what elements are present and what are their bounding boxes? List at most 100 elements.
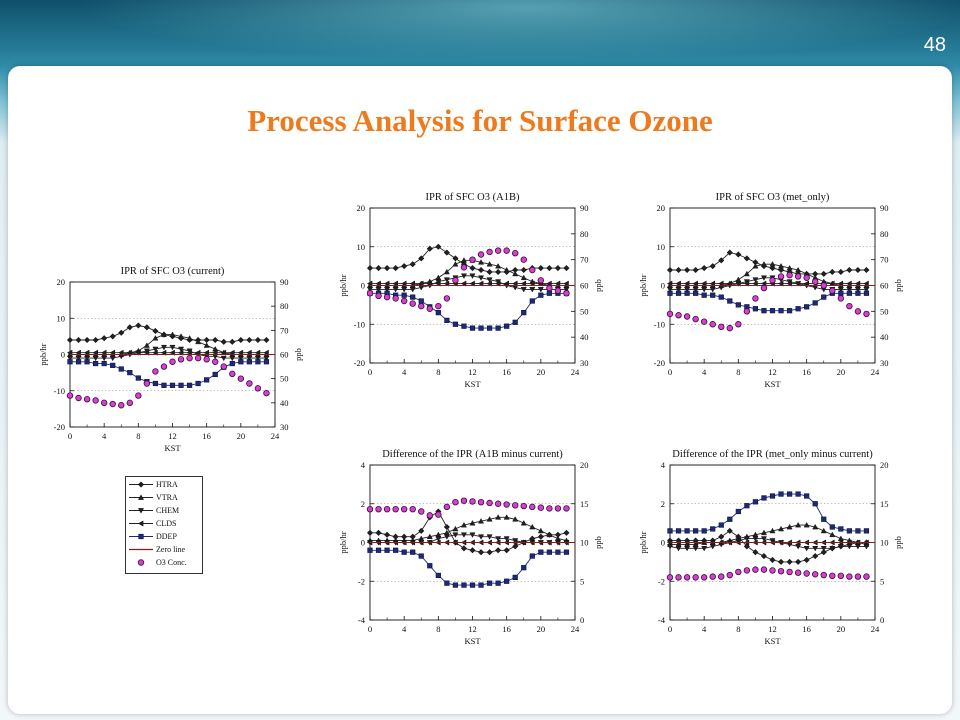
ddep-point <box>246 359 252 365</box>
htra-point <box>837 268 844 275</box>
x-axis-label: KST <box>464 636 481 646</box>
htra-point <box>854 266 861 274</box>
y-left-axis-label: ppb/hr <box>638 531 648 553</box>
vtra-point <box>178 333 185 339</box>
vtra-swatch <box>129 494 153 500</box>
y-left-axis-label: ppb/hr <box>338 531 348 553</box>
ddep-point <box>838 526 844 532</box>
chem-point <box>469 532 476 538</box>
chem-point <box>178 346 185 353</box>
y-left-tick-label: -10 <box>54 386 65 396</box>
htra-point <box>435 243 442 250</box>
ddep-point <box>435 572 441 579</box>
htra-point <box>478 549 485 556</box>
clds-point <box>495 280 501 287</box>
o3-conc-point <box>375 505 382 513</box>
htra-point <box>718 533 725 540</box>
o3-conc-point <box>820 571 827 579</box>
htra-point <box>863 266 870 274</box>
o3-conc-point <box>194 354 202 362</box>
y-right-axis-label: ppb <box>293 348 303 361</box>
htra-point <box>666 266 674 274</box>
chem-point <box>503 536 510 542</box>
o3-conc-point <box>109 400 116 408</box>
htra-point <box>769 265 776 272</box>
o3-conc-point <box>692 574 699 581</box>
clds-point <box>701 280 707 287</box>
y-left-tick-label: 4 <box>361 460 366 470</box>
content-panel <box>8 66 952 714</box>
o3-conc-point <box>683 574 691 581</box>
chem-point <box>563 287 570 293</box>
clds-point <box>803 280 809 287</box>
o3-conc-point <box>254 385 262 392</box>
htra-point <box>546 265 553 272</box>
ddep-point <box>195 380 201 387</box>
ddep-point <box>538 292 544 298</box>
vtra-point <box>469 520 476 526</box>
o3-conc-point <box>735 568 742 576</box>
legend-marker <box>137 559 145 566</box>
o3-conc-point <box>743 308 751 315</box>
ddep-point <box>452 582 459 588</box>
htra-point <box>426 245 433 252</box>
htra-point <box>237 336 244 344</box>
o3-conc-point <box>503 247 510 254</box>
y-left-tick-label: 10 <box>57 313 66 323</box>
chem-swatch <box>129 508 153 514</box>
htra-point <box>126 324 133 331</box>
chart-title: IPR of SFC O3 (A1B) <box>426 192 520 203</box>
chem-point <box>452 532 459 538</box>
vtra-point <box>820 527 827 534</box>
htra-point <box>443 249 450 256</box>
o3-conc-point <box>863 573 870 580</box>
o3-conc-point <box>846 573 853 580</box>
chem-point <box>537 287 544 293</box>
chem-point <box>666 287 674 293</box>
x-tick-label: 20 <box>537 367 546 377</box>
y-right-tick-label: 5 <box>880 576 884 586</box>
chem-point <box>820 545 827 552</box>
y-right-tick-label: 40 <box>880 332 889 342</box>
series-line <box>670 530 867 563</box>
zero-line-swatch <box>129 548 153 551</box>
htra-point <box>384 531 391 538</box>
clds-point <box>863 280 869 287</box>
chem-point <box>675 287 682 293</box>
ddep-point <box>495 580 501 586</box>
vtra-point <box>812 523 819 530</box>
htra-point <box>212 336 219 344</box>
x-tick-label: 12 <box>468 624 477 634</box>
o3-conc-point <box>126 399 133 407</box>
ddep-point <box>512 319 518 325</box>
legend-item-chem: CHEM <box>126 505 202 516</box>
htra-point <box>769 556 776 563</box>
htra-point <box>675 266 682 274</box>
htra-point <box>203 336 210 344</box>
ddep-point <box>546 549 552 555</box>
chem-point <box>263 355 270 362</box>
vtra-point <box>537 527 544 534</box>
y-right-tick-label: 60 <box>880 281 889 291</box>
y-left-axis-label: ppb/hr <box>38 343 48 365</box>
o3-conc-point <box>392 295 399 302</box>
o3-conc-point <box>409 300 416 307</box>
o3-conc-point <box>554 505 562 512</box>
htra-point <box>366 265 374 272</box>
chem-point <box>460 532 467 538</box>
chem-point <box>237 355 244 362</box>
series-line <box>370 259 567 286</box>
htra-point <box>718 257 725 264</box>
series-htra <box>666 249 870 277</box>
chem-point <box>101 355 108 362</box>
htra-point <box>84 336 91 344</box>
x-tick-label: 24 <box>871 367 880 377</box>
o3-conc-point <box>700 318 708 325</box>
y-right-tick-label: 70 <box>580 255 589 265</box>
htra-point <box>726 527 733 534</box>
o3-conc-point <box>846 302 853 310</box>
vtra-point <box>435 274 442 281</box>
o3-conc-point <box>803 274 810 281</box>
y-left-axis-label: ppb/hr <box>638 274 648 296</box>
chem-point <box>684 287 691 293</box>
